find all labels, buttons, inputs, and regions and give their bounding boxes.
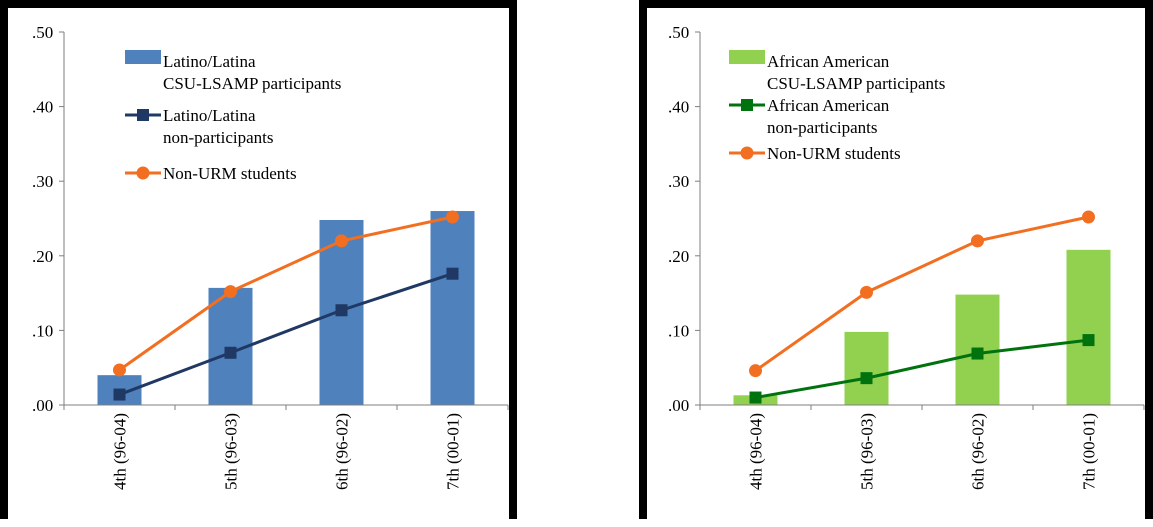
series-line-2 — [754, 215, 1089, 372]
series-2-point — [224, 285, 237, 299]
bar-4 — [1066, 249, 1111, 405]
series-2-point — [335, 234, 348, 248]
y-tick-label: .20 — [32, 247, 53, 266]
series-1-point — [749, 391, 762, 404]
bar-4 — [430, 211, 475, 405]
y-tick-label: .30 — [668, 172, 689, 191]
series-2-point — [749, 364, 762, 378]
series-1-point — [224, 346, 237, 359]
african-american-chart: .00 .10 .20 .30 .40 .50 4th (96-04) 5th (96-03)… — [668, 23, 1145, 490]
series-1-point — [860, 372, 873, 385]
x-category-label: 6th (96-02) — [969, 413, 988, 490]
legend-line-label: Non-URM students — [767, 144, 901, 163]
series-2-point — [446, 210, 459, 224]
y-tick-label: .00 — [668, 396, 689, 415]
series-2-point — [860, 285, 873, 299]
y-tick-label: .30 — [32, 172, 53, 191]
series-line-1 — [118, 272, 453, 396]
legend-line-label: Latino/Latina — [163, 106, 256, 125]
legend-marker — [740, 146, 754, 160]
legend-bar-swatch — [125, 50, 161, 64]
legend-line-label: Non-URM students — [163, 164, 297, 183]
series-1-point — [446, 267, 459, 280]
y-tick-label: .20 — [668, 247, 689, 266]
legend-bar-label: Latino/Latina — [163, 52, 256, 71]
series-line-1 — [755, 338, 1089, 400]
legend-bar-swatch — [729, 50, 765, 64]
x-category-label: 4th (96-04) — [111, 413, 130, 490]
x-category-label: 7th (00-01) — [444, 413, 463, 490]
latino-chart-panel: .00 .10 .20 .30 .40 .50 4th (96-04) 5th (96-03)… — [0, 0, 517, 519]
series-1-point — [335, 304, 348, 317]
legend-bar-label: CSU-LSAMP participants — [163, 74, 341, 93]
african-american-chart-panel: .00 .10 .20 .30 .40 .50 4th (96-04) 5th (96-03)… — [639, 0, 1153, 519]
legend-line-label: non-participants — [767, 118, 877, 137]
x-category-label: 7th (00-01) — [1080, 413, 1099, 490]
y-tick-label: .40 — [32, 98, 53, 117]
x-category-label: 5th (96-03) — [222, 413, 241, 490]
series-1-point — [971, 347, 984, 360]
y-tick-label: .10 — [32, 321, 53, 340]
bar-2 — [844, 331, 889, 405]
y-tick-label: .10 — [668, 321, 689, 340]
y-tick-label: .50 — [32, 23, 53, 42]
series-2-point — [113, 363, 126, 377]
x-category-label: 6th (96-02) — [333, 413, 352, 490]
series-1-point — [1082, 334, 1095, 347]
legend-line-label: non-participants — [163, 128, 273, 147]
legend-marker — [137, 109, 149, 121]
legend-bar-label: African American — [767, 52, 890, 71]
y-tick-label: .00 — [32, 396, 53, 415]
x-category-label: 4th (96-04) — [747, 413, 766, 490]
y-tick-label: .40 — [668, 98, 689, 117]
latino-chart: .00 .10 .20 .30 .40 .50 4th (96-04) 5th (96-03)… — [32, 23, 509, 490]
series-line-2 — [118, 215, 453, 372]
series-2-point — [1082, 210, 1095, 224]
legend-marker — [136, 166, 150, 180]
series-1-point — [113, 388, 126, 401]
legend-bar-label: CSU-LSAMP participants — [767, 74, 945, 93]
series-2-point — [971, 234, 984, 248]
legend-marker — [741, 99, 753, 111]
y-tick-label: .50 — [668, 23, 689, 42]
legend-line-label: African American — [767, 96, 890, 115]
x-category-label: 5th (96-03) — [858, 413, 877, 490]
